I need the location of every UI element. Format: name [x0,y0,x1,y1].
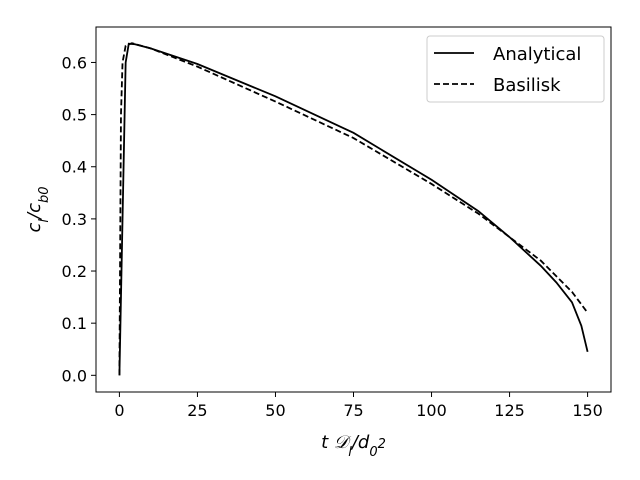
legend-label: Analytical [493,44,581,65]
y-tick-label: 0.3 [62,210,87,229]
y-tick-label: 0.4 [62,158,87,177]
x-tick-label: 25 [187,401,207,420]
series-line [118,42,589,376]
y-tick-label: 0.1 [62,314,87,333]
ylabel-part: b0 [37,186,52,203]
xlabel-part: l [348,445,352,460]
y-tick-label: 0.5 [62,106,87,125]
xlabel-part: t 𝒟 [321,432,352,453]
x-tick-label: 75 [343,401,363,420]
ylabel-label: cl/cb0 [24,186,52,232]
ylabel-part: l [37,219,52,223]
series-line [118,42,589,376]
x-tick-label: 125 [494,401,525,420]
x-tick-label: 0 [114,401,124,420]
plot-frame [95,26,612,393]
ylabel-part: /c [24,203,45,221]
y-tick-label: 0.0 [62,366,87,385]
xlabel-part: /d [350,432,370,453]
ylabel-part: c [24,223,45,233]
x-tick-label: 50 [265,401,285,420]
y-tick-label: 0.6 [62,53,87,72]
xlabel-part: 2 [378,437,386,452]
x-tick-label: 100 [416,401,447,420]
xlabel-part: 0 [369,445,377,460]
xlabel-label: t 𝒟l/d02 [321,432,386,460]
legend-label: Basilisk [493,75,561,96]
y-tick-label: 0.2 [62,262,87,281]
x-tick-label: 150 [572,401,603,420]
